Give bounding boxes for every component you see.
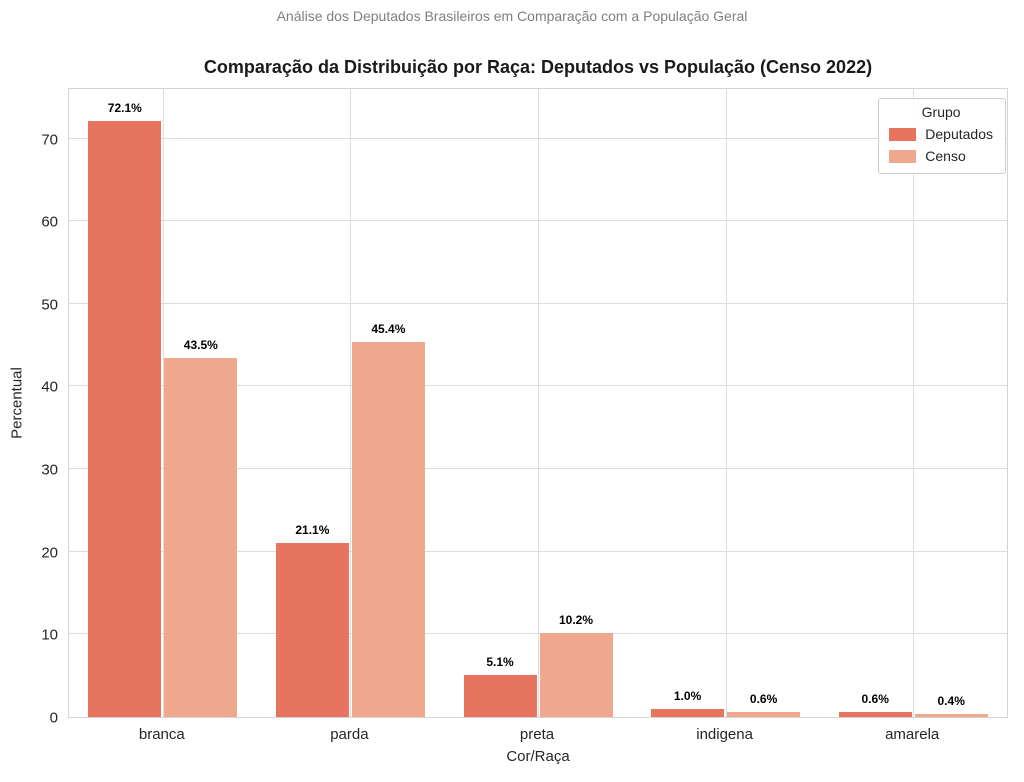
legend-label: Censo: [925, 148, 966, 164]
bar-deputados-preta: 5.1%: [463, 655, 537, 717]
legend-swatch-deputados: [889, 127, 917, 141]
y-tick-label: 20: [41, 544, 58, 562]
x-tick-label-indigena: indigena: [696, 726, 753, 743]
bar-deputados-branca: 72.1%: [88, 101, 162, 717]
y-tick-label: 70: [41, 131, 58, 149]
bar-censo-indigena: 0.6%: [727, 692, 801, 717]
bar-censo-amarela: 0.4%: [914, 694, 988, 717]
plot-area: 72.1% 21.1% 5.1% 1.0% 0.6% 43.5% 45.4% 10.2% 0.6…: [68, 88, 1008, 718]
bar-censo-parda: 45.4%: [351, 322, 425, 717]
x-axis-ticks: branca parda preta indigena amarela: [68, 718, 1008, 743]
y-tick-label: 10: [41, 626, 58, 644]
x-tick-label-parda: parda: [330, 726, 369, 743]
bar-value-label: 0.6%: [749, 692, 778, 707]
bar-value-label: 1.0%: [673, 688, 702, 703]
legend-label: Deputados: [925, 126, 993, 142]
x-tick-label-branca: branca: [138, 726, 185, 743]
bar-value-label: 21.1%: [295, 522, 330, 537]
x-tick-label-preta: preta: [519, 726, 555, 743]
v-gridline: [162, 89, 164, 717]
legend-entry-deputados: Deputados: [889, 126, 993, 142]
x-tick-label-amarela: amarela: [885, 726, 940, 743]
x-axis-label: Cor/Raça: [506, 748, 570, 765]
bar-deputados-parda: 21.1%: [275, 523, 349, 717]
v-gridline: [350, 89, 352, 717]
y-tick-label: 40: [41, 378, 58, 396]
bar-value-label: 0.4%: [937, 693, 965, 708]
bar-censo-branca: 43.5%: [164, 338, 238, 717]
bar-value-label: 0.6%: [861, 692, 889, 707]
v-gridline: [538, 89, 539, 717]
bar-value-label: 72.1%: [107, 101, 142, 116]
v-gridline: [913, 89, 915, 717]
bar-deputados-indigena: 1.0%: [651, 689, 725, 717]
bar-deputados-amarela: 0.6%: [838, 692, 912, 717]
bar-value-label: 5.1%: [486, 654, 514, 669]
y-axis-ticks: 0 10 20 30 40 50 60 70: [0, 88, 58, 726]
legend-entry-censo: Censo: [889, 148, 993, 164]
bar-value-label: 43.5%: [183, 337, 218, 352]
chart-title: Comparação da Distribuição por Raça: Dep…: [203, 57, 873, 77]
y-tick-label: 0: [49, 709, 58, 727]
v-gridline: [725, 89, 727, 717]
legend-swatch-censo: [889, 149, 917, 163]
legend: Grupo Deputados Censo: [878, 98, 1006, 174]
figure-suptitle: Análise dos Deputados Brasileiros em Com…: [276, 8, 748, 24]
bar-value-label: 45.4%: [371, 321, 406, 336]
y-tick-label: 30: [41, 461, 58, 479]
bar-censo-preta: 10.2%: [539, 613, 613, 717]
bar-value-label: 10.2%: [558, 612, 594, 627]
y-tick-label: 50: [41, 296, 58, 314]
y-tick-label: 60: [41, 213, 58, 231]
legend-title: Grupo: [921, 104, 961, 120]
